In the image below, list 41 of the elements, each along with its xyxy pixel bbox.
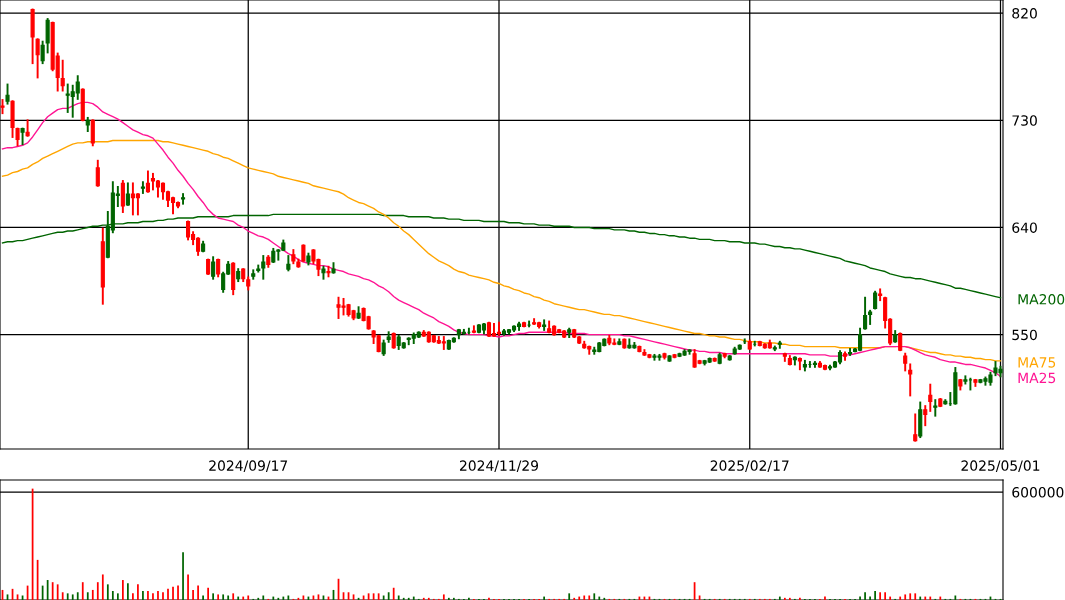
candlestick	[441, 336, 446, 350]
candlestick	[211, 256, 216, 280]
candlestick	[847, 347, 853, 356]
candlestick	[542, 319, 547, 331]
x-tick-label: 2025/05/01	[961, 460, 1040, 472]
series-label: MA200	[1018, 294, 1065, 305]
x-tick-label: 2024/11/29	[459, 460, 539, 472]
y-tick-label: 730	[1012, 115, 1037, 126]
x-tick-label: 2024/09/17	[209, 460, 288, 472]
candlestick	[5, 83, 10, 105]
line-series	[1, 101, 1002, 378]
candlestick	[261, 255, 266, 280]
y-tick-label: 550	[1012, 329, 1037, 341]
candlestick	[908, 363, 913, 397]
y-tick-label: 640	[1012, 222, 1037, 233]
series-label: MA75	[1018, 357, 1056, 368]
candlestick	[140, 181, 145, 194]
candlestick	[60, 59, 65, 92]
candlestick	[120, 180, 125, 213]
candlestick	[256, 264, 261, 273]
candlestick	[928, 383, 933, 412]
candlestick	[75, 75, 80, 100]
x-tick-label: 2025/02/17	[710, 460, 789, 472]
candlestick	[90, 119, 95, 147]
candlestick	[812, 361, 817, 368]
candlestick	[125, 182, 130, 206]
candlestick	[35, 38, 40, 79]
candlestick	[923, 405, 928, 427]
candlestick	[913, 413, 918, 442]
candlestick	[878, 288, 883, 302]
candlestick	[135, 193, 140, 216]
y-tick-label: 820	[1012, 8, 1037, 19]
y-tick-label: 600000	[1012, 487, 1064, 498]
series-label: MA25	[1018, 372, 1056, 384]
candlestick	[95, 159, 100, 187]
candlestick	[180, 193, 186, 205]
candlestick	[25, 119, 30, 137]
candlestick	[145, 170, 151, 193]
candlestick	[933, 399, 938, 417]
candlestick	[496, 321, 502, 336]
candlestick	[863, 296, 868, 330]
